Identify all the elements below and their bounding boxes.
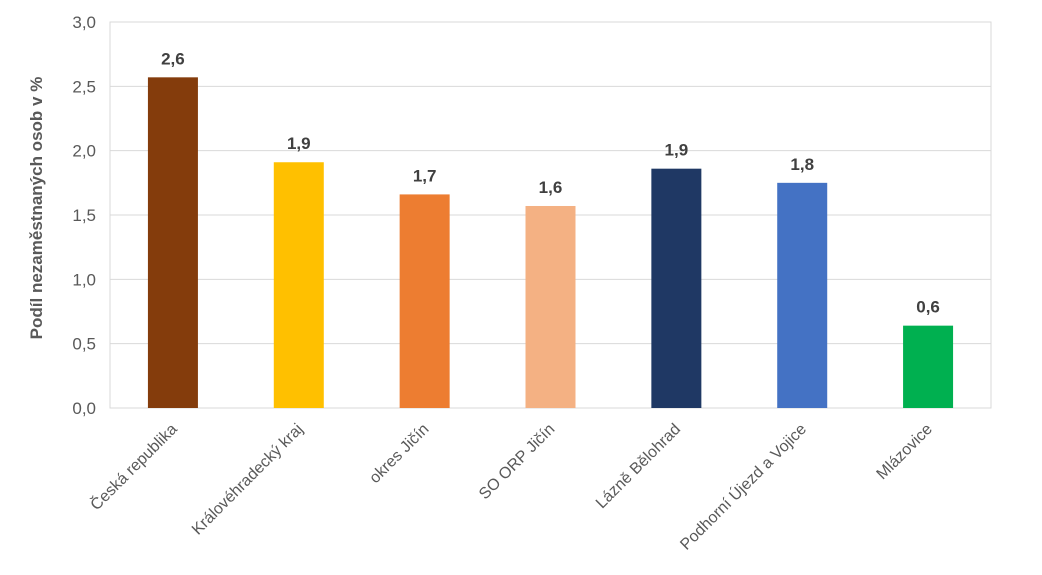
x-category-label: Česká republika [86,419,181,514]
gridlines [110,21,991,409]
data-label: 1,9 [665,141,689,160]
x-category-label: Královéhradecký kraj [189,421,307,539]
y-tick-label: 1,0 [72,270,96,289]
data-label: 0,6 [916,298,940,317]
bar [525,205,576,408]
y-axis-ticks: 0,0 0,5 1,0 1,5 2,0 2,5 3,0 [72,13,96,418]
x-category-label: okres Jičín [366,421,432,487]
data-label: 1,8 [790,155,814,174]
y-tick-label: 2,0 [72,142,96,161]
bars [147,77,954,409]
data-label: 1,9 [287,134,311,153]
y-tick-label: 0,5 [72,335,96,354]
y-tick-label: 0,0 [72,399,96,418]
y-tick-label: 1,5 [72,206,96,225]
y-tick-label: 2,5 [72,77,96,96]
bar [399,194,450,408]
data-label: 1,6 [539,178,563,197]
bar [651,168,702,408]
x-category-label: SO ORP Jičín [476,421,558,503]
y-tick-label: 3,0 [72,13,96,32]
data-labels: 2,6 1,9 1,7 1,6 1,9 1,8 0,6 [161,49,940,316]
data-label: 2,6 [161,49,185,68]
bar [273,162,324,408]
data-label: 1,7 [413,166,437,185]
y-axis-label: Podíl nezaměstnaných osob v % [27,77,46,340]
bar [777,182,828,408]
x-category-label: Lázně Bělohrad [593,421,684,512]
bar [903,325,954,408]
x-category-label: Podhorní Újezd a Vojice [676,419,810,553]
bar [147,77,198,409]
x-category-label: Mlázovice [874,421,936,483]
x-axis-categories: Česká republika Královéhradecký kraj okres… [86,419,936,553]
